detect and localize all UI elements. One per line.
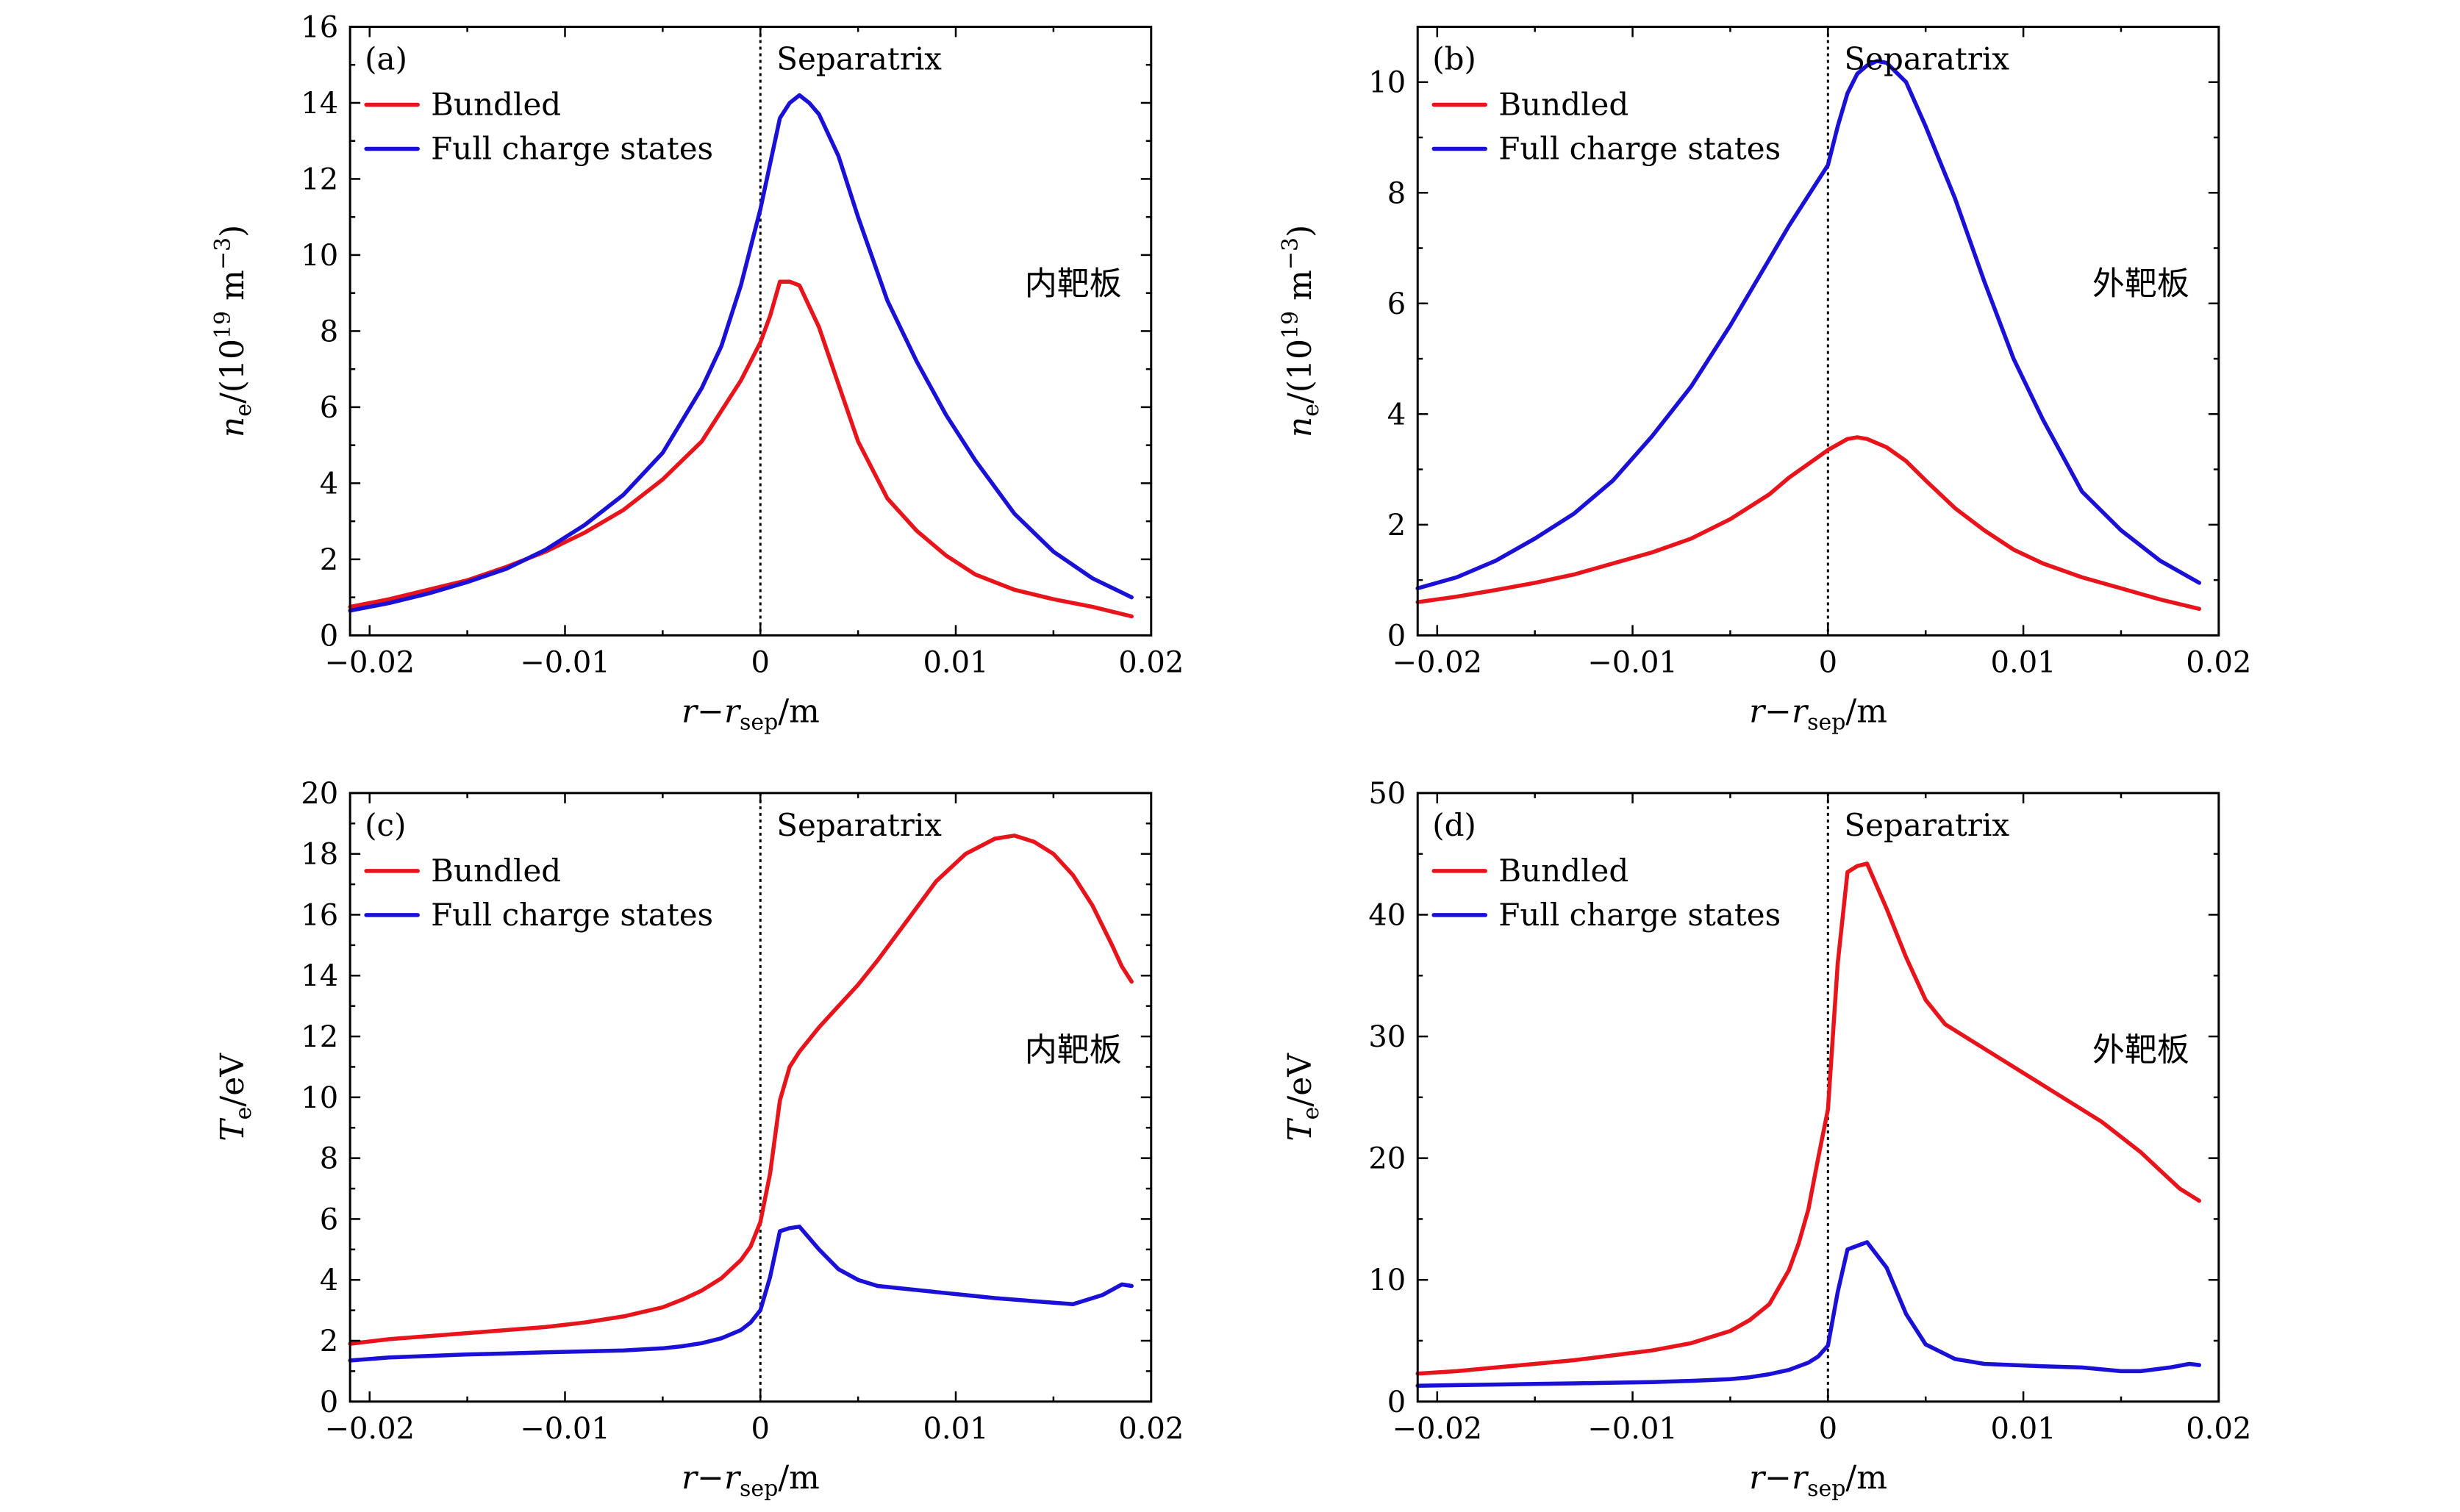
panel-c: −0.02 −0.01 0 0.01 0.02 0 2 4 6 8 10 12 14 16 18 20 r−rs… — [214, 777, 1184, 1502]
y-tick-label: 40 — [1368, 898, 1406, 932]
x-tick-label: −0.02 — [324, 645, 415, 679]
y-tick-label: 2 — [320, 543, 338, 577]
legend-label: Bundled — [431, 86, 561, 122]
target-plate-annotation: 外靶板 — [2092, 265, 2189, 303]
y-axis-label: ne/(1019 m−3) — [210, 225, 257, 437]
y-tick-label: 4 — [320, 1264, 338, 1297]
y-tick-label: 30 — [1368, 1020, 1406, 1054]
plot-frame — [1416, 25, 2220, 637]
y-tick-label: 16 — [301, 10, 338, 44]
y-axis-label: ne/(1019 m−3) — [1278, 225, 1324, 437]
legend-label: Full charge states — [1498, 130, 1781, 166]
x-tick-label: −0.02 — [1392, 1412, 1483, 1446]
series-line-full-charge-states — [348, 93, 1134, 613]
y-tick-label: 14 — [301, 959, 338, 993]
x-tick-label: 0.01 — [1991, 645, 2056, 679]
x-tick-label: −0.01 — [1587, 645, 1678, 679]
x-tick-label: 0.02 — [2186, 1412, 2251, 1446]
y-tick-label: 16 — [301, 898, 338, 932]
series-line-bundled — [1415, 435, 2202, 612]
series-line-full-charge-states — [348, 1225, 1134, 1363]
y-tick-label: 10 — [1368, 1264, 1406, 1297]
series-line-full-charge-states — [1415, 59, 2202, 591]
y-tick-label: 8 — [1387, 176, 1406, 210]
separatrix-label: Separatrix — [1844, 40, 2009, 76]
x-tick-label: 0 — [751, 1412, 770, 1446]
legend-label: Full charge states — [1498, 897, 1781, 933]
x-tick-label: −0.02 — [1392, 645, 1483, 679]
x-tick-label: 0 — [1819, 1412, 1837, 1446]
y-tick-label: 20 — [301, 777, 338, 811]
y-tick-label: 10 — [1368, 66, 1406, 100]
y-tick-label: 14 — [301, 87, 338, 121]
x-tick-label: 0 — [751, 645, 770, 679]
x-tick-label: 0.01 — [923, 645, 988, 679]
panel-label: (c) — [365, 807, 406, 843]
y-tick-label: 0 — [1387, 1386, 1406, 1419]
series-line-bundled — [1415, 861, 2202, 1376]
y-tick-label: 10 — [301, 239, 338, 273]
panel-label: (d) — [1432, 807, 1476, 843]
y-tick-label: 6 — [320, 391, 338, 425]
y-tick-label: 12 — [301, 162, 338, 196]
x-axis-label: r−rsep/m — [1749, 692, 1887, 735]
target-plate-annotation: 内靶板 — [1025, 265, 1122, 303]
panel-b: −0.02 −0.01 0 0.01 0.02 0 2 4 6 8 10 r−rsep/m ne/(10… — [1278, 25, 2251, 735]
x-tick-label: −0.01 — [520, 645, 610, 679]
x-tick-label: 0.02 — [1118, 1412, 1184, 1446]
panel-label: (a) — [365, 40, 407, 76]
separatrix-label: Separatrix — [776, 40, 942, 76]
legend-label: Full charge states — [431, 130, 713, 166]
y-axis-label: Te/eV — [214, 1053, 257, 1142]
y-tick-label: 6 — [320, 1203, 338, 1236]
legend-label: Bundled — [1498, 86, 1628, 122]
legend-label: Full charge states — [431, 897, 713, 933]
y-tick-label: 0 — [1387, 619, 1406, 653]
y-tick-label: 0 — [320, 1386, 338, 1419]
x-tick-label: 0.02 — [1118, 645, 1184, 679]
x-tick-label: −0.01 — [1587, 1412, 1678, 1446]
panel-a: −0.02 −0.01 0 0.01 0.02 0 2 4 6 8 10 12 14 16 r−rsep/m… — [210, 10, 1184, 735]
target-plate-annotation: 内靶板 — [1025, 1031, 1122, 1069]
y-tick-label: 10 — [301, 1081, 338, 1115]
x-tick-label: 0 — [1819, 645, 1837, 679]
y-tick-label: 2 — [320, 1325, 338, 1358]
y-axis-label: Te/eV — [1281, 1053, 1324, 1142]
y-tick-label: 20 — [1368, 1142, 1406, 1176]
x-tick-label: −0.02 — [324, 1412, 415, 1446]
x-axis-label: r−rsep/m — [682, 692, 820, 735]
y-tick-label: 8 — [320, 315, 338, 348]
x-tick-label: 0.01 — [1991, 1412, 2056, 1446]
target-plate-annotation: 外靶板 — [2092, 1031, 2189, 1069]
y-tick-label: 2 — [1387, 509, 1406, 542]
y-tick-label: 6 — [1387, 287, 1406, 321]
legend-label: Bundled — [431, 853, 561, 889]
x-tick-label: 0.01 — [923, 1412, 988, 1446]
series-line-bundled — [348, 834, 1134, 1346]
panel-d: −0.02 −0.01 0 0.01 0.02 0 10 20 30 40 50 r−rsep/m Te… — [1281, 777, 2251, 1502]
x-tick-label: −0.01 — [520, 1412, 610, 1446]
legend-label: Bundled — [1498, 853, 1628, 889]
series-line-full-charge-states — [1415, 1240, 2202, 1389]
x-axis-label: r−rsep/m — [682, 1459, 820, 1502]
separatrix-label: Separatrix — [776, 807, 942, 843]
x-tick-label: 0.02 — [2186, 645, 2251, 679]
y-tick-label: 0 — [320, 619, 338, 653]
series-line-bundled — [348, 279, 1134, 619]
y-tick-label: 12 — [301, 1020, 338, 1054]
y-tick-label: 50 — [1368, 777, 1406, 811]
y-tick-label: 4 — [320, 467, 338, 501]
y-tick-label: 4 — [1387, 398, 1406, 431]
separatrix-label: Separatrix — [1844, 807, 2009, 843]
x-axis-label: r−rsep/m — [1749, 1459, 1887, 1502]
y-tick-label: 18 — [301, 838, 338, 872]
panel-label: (b) — [1432, 40, 1476, 76]
y-tick-label: 8 — [320, 1142, 338, 1176]
